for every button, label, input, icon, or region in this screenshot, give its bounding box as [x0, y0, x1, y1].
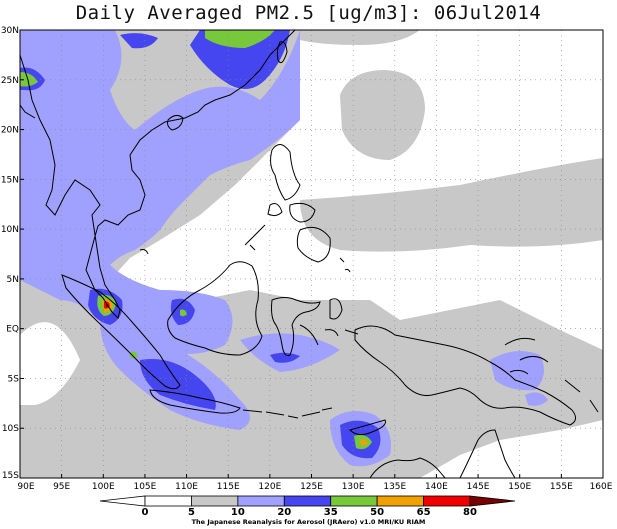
- field-35-50: [270, 352, 300, 363]
- field-20-35: [40, 171, 80, 192]
- lat-tick-label: 10N: [1, 225, 19, 235]
- legend-arrow-high: [469, 495, 516, 507]
- lon-tick-label: 105E: [133, 482, 156, 492]
- lon-tick-label: 125E: [300, 482, 323, 492]
- graticule-grid: [20, 30, 603, 478]
- lat-tick-label: 25N: [1, 76, 19, 86]
- legend-level-label: 5: [188, 507, 195, 518]
- legend-level-label: 20: [277, 507, 291, 518]
- lon-tick-label: 95E: [53, 482, 70, 492]
- field-50-65: [130, 351, 138, 359]
- legend-swatch: [144, 495, 192, 507]
- lat-tick-label: 20N: [1, 126, 19, 136]
- field-35-50: [120, 33, 158, 49]
- legend-level-label: 0: [142, 507, 149, 518]
- lat-tick-label: 5S: [8, 374, 20, 384]
- field-20-35: [240, 333, 340, 372]
- legend-level-label: 65: [417, 507, 431, 518]
- lon-tick-label: 100E: [92, 482, 115, 492]
- lon-tick-label: 110E: [175, 482, 198, 492]
- lat-tick-label: 15N: [1, 175, 19, 185]
- field-65-80: [360, 439, 368, 446]
- longitude-axis: 90E 95E 100E 105E 110E 115E 120E 125E 130E 135E 14…: [17, 474, 613, 492]
- legend-level-label: 35: [324, 507, 338, 518]
- legend-level-label: 50: [370, 507, 384, 518]
- field-50-65: [180, 309, 187, 317]
- field-35-50: [190, 30, 290, 89]
- legend-level-label: 80: [463, 507, 477, 518]
- legend-arrow-low: [99, 495, 146, 507]
- field-10-20: [340, 70, 425, 160]
- concentration-fields: [20, 30, 603, 478]
- latitude-axis: 30N 25N 20N 15N 10N 5N EQ 5S 10S 15S: [1, 26, 24, 481]
- legend-swatch: [330, 495, 378, 507]
- legend-swatch: [237, 495, 285, 507]
- legend-swatch: [423, 495, 471, 507]
- data-credit: The Japanese Reanalysis for Aerosol (JRA…: [191, 518, 426, 526]
- lon-tick-label: 120E: [258, 482, 281, 492]
- map-title: Daily Averaged PM2.5 [ug/m3]: 06Jul2014: [75, 2, 542, 24]
- lat-tick-label: EQ: [6, 325, 19, 335]
- field-50-65: [205, 30, 275, 48]
- field-50-65: [20, 72, 38, 87]
- field-20-35: [20, 30, 300, 354]
- lon-tick-label: 130E: [342, 482, 365, 492]
- field-10-20: [300, 30, 420, 45]
- legend-level-label: 10: [231, 507, 245, 518]
- color-bar-legend: 0 5 10 20 35 50 65 80: [99, 495, 516, 518]
- clean-area: [20, 322, 80, 405]
- lat-tick-label: 10S: [2, 424, 19, 434]
- lon-tick-label: 90E: [17, 482, 34, 492]
- field-20-35: [525, 392, 548, 406]
- lon-tick-label: 155E: [550, 482, 573, 492]
- lon-tick-label: 135E: [383, 482, 406, 492]
- lon-tick-label: 145E: [467, 482, 490, 492]
- lat-tick-label: 5N: [7, 275, 19, 285]
- lon-tick-label: 160E: [590, 482, 613, 492]
- legend-swatch: [376, 495, 424, 507]
- lat-tick-label: 30N: [1, 26, 19, 36]
- legend-swatch: [283, 495, 332, 507]
- lon-tick-label: 150E: [508, 482, 531, 492]
- lat-tick-label: 15S: [2, 471, 19, 481]
- coastlines: [20, 30, 599, 478]
- field-10-20: [300, 158, 603, 252]
- lon-tick-label: 115E: [217, 482, 240, 492]
- clean-area: [424, 430, 603, 478]
- lon-tick-label: 140E: [425, 482, 448, 492]
- legend-swatch: [191, 495, 239, 507]
